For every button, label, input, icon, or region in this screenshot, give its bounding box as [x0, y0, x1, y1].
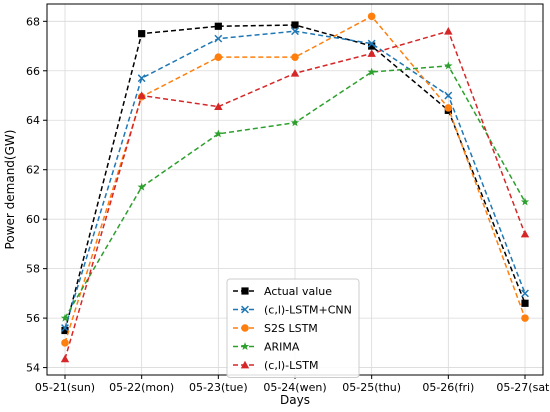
series-4	[60, 27, 530, 363]
legend-item: (c,l)-LSTM+CNN	[233, 304, 352, 317]
x-tick-label: 05-22(mon)	[109, 381, 174, 394]
series-3	[60, 61, 530, 322]
marker-star	[60, 313, 70, 322]
marker-x	[521, 289, 529, 298]
x-tick-label: 05-24(wen)	[263, 381, 326, 394]
marker-circle	[291, 53, 299, 61]
y-axis-title: Power demand(GW)	[3, 130, 17, 250]
marker-star	[520, 197, 530, 206]
marker-x	[241, 305, 249, 314]
legend-label: ARIMA	[264, 341, 300, 354]
marker-square	[291, 21, 299, 29]
legend: Actual value (c,l)-LSTM+CNN S2S LSTM ARIMA (…	[226, 278, 360, 378]
legend-box	[226, 278, 360, 378]
y-tick-label: 62	[26, 164, 40, 177]
marker-star	[367, 67, 376, 76]
marker-circle	[367, 12, 376, 21]
x-axis: 05-21(sun) 05-22(mon) 05-23(tue) 05-24(wen)…	[35, 375, 550, 394]
y-tick-label: 60	[26, 213, 40, 226]
y-tick-label: 56	[26, 312, 40, 325]
marker-square	[138, 30, 146, 38]
legend-item: S2S LSTM	[233, 322, 318, 335]
legend-item: Actual value	[233, 285, 332, 298]
y-tick-label: 68	[26, 15, 40, 28]
legend-item: (c,l)-LSTM	[233, 359, 318, 372]
marker-circle	[214, 53, 223, 61]
marker-star	[137, 182, 146, 191]
x-tick-label: 05-21(sun)	[35, 381, 95, 394]
marker-square	[521, 299, 529, 307]
x-axis-title: Days	[280, 393, 310, 407]
legend-item: ARIMA	[233, 341, 300, 354]
legend-label: Actual value	[264, 285, 332, 298]
marker-triangle	[60, 354, 70, 363]
marker-square	[368, 42, 376, 50]
y-tick-label: 66	[26, 65, 40, 78]
legend-label: S2S LSTM	[264, 322, 318, 335]
x-tick-label: 05-25(thu)	[342, 381, 401, 394]
x-tick-label: 05-23(tue)	[189, 381, 248, 394]
marker-triangle	[290, 69, 300, 77]
marker-triangle	[520, 229, 530, 238]
x-tick-label: 05-27(sat)	[496, 381, 550, 394]
marker-star	[444, 61, 453, 70]
marker-triangle	[137, 91, 146, 99]
marker-square	[214, 22, 222, 30]
y-axis: 54 56 58 60 62 64 66 68	[26, 15, 47, 375]
marker-star	[240, 342, 250, 351]
marker-triangle	[367, 49, 376, 57]
x-tick-label: 05-26(fri)	[422, 381, 474, 394]
series-1	[61, 27, 529, 332]
marker-x	[291, 27, 299, 36]
marker-x	[444, 91, 453, 100]
y-tick-label: 64	[26, 114, 40, 127]
marker-circle	[444, 104, 453, 112]
marker-square	[241, 287, 249, 295]
y-tick-label: 58	[26, 263, 40, 276]
marker-x	[61, 324, 69, 332]
marker-circle	[61, 339, 69, 347]
marker-triangle	[240, 360, 250, 369]
legend-label: (c,l)-LSTM+CNN	[264, 304, 352, 317]
marker-circle	[521, 314, 529, 322]
marker-star	[214, 129, 223, 138]
marker-square	[61, 326, 69, 335]
y-tick-label: 54	[26, 362, 40, 375]
marker-x	[137, 74, 146, 83]
marker-x	[367, 39, 376, 48]
marker-star	[290, 118, 300, 127]
series-layer	[60, 12, 530, 363]
marker-triangle	[444, 27, 453, 35]
marker-x	[214, 34, 223, 43]
marker-circle	[241, 324, 249, 332]
legend-label: (c,l)-LSTM	[264, 359, 318, 372]
marker-triangle	[214, 102, 223, 111]
